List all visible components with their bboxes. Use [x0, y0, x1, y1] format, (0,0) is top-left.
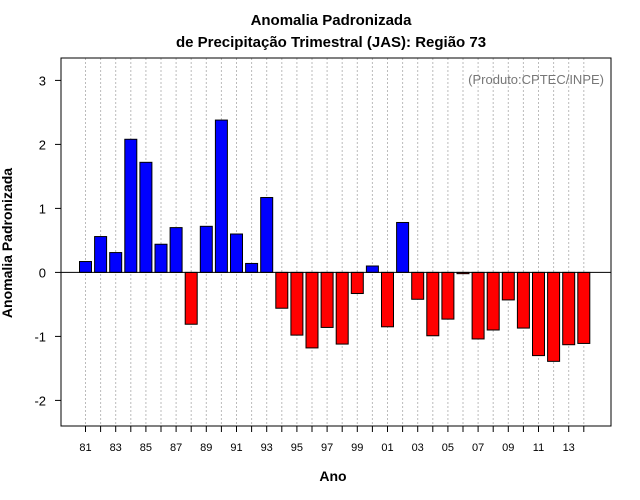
- bar-1984: [124, 138, 138, 273]
- y-axis-title: Anomalia Padronizada: [0, 168, 15, 318]
- bar-1981: [79, 261, 92, 273]
- bar-2001: [381, 271, 394, 328]
- bar-1991: [230, 233, 243, 273]
- bar-2011: [532, 271, 545, 357]
- bar-1992: [245, 262, 259, 273]
- bar-2007: [471, 271, 485, 340]
- bar-2009: [501, 271, 515, 301]
- bar-1986: [154, 243, 168, 273]
- bar-1997: [320, 271, 334, 328]
- x-tick-label: 95: [291, 442, 303, 454]
- bar-2013: [562, 271, 576, 346]
- x-tick-label: 93: [261, 442, 273, 454]
- bar-1982: [94, 236, 108, 273]
- bar-1989: [199, 225, 213, 273]
- bar-2008: [486, 271, 500, 331]
- bar-2014: [577, 271, 591, 344]
- bar-1995: [290, 271, 304, 336]
- x-tick-label: 91: [230, 442, 242, 454]
- bar-1998: [335, 271, 349, 345]
- bar-2012: [547, 271, 561, 362]
- chart-title-line-2: de Precipitação Trimestral (JAS): Região…: [176, 34, 486, 51]
- x-tick-label: 87: [170, 442, 182, 454]
- bar-1985: [139, 161, 153, 273]
- bar-1996: [305, 271, 319, 349]
- x-axis: 81 83 85 87 89 91 93 95 97 99 01 03 05 07 09 11 13: [79, 426, 585, 454]
- bar-1999: [350, 271, 364, 295]
- x-tick-label: 11: [533, 442, 544, 454]
- bar-2010: [516, 271, 530, 329]
- plot-frame: [60, 57, 612, 427]
- bar-1987: [169, 227, 183, 273]
- bar-1983: [109, 252, 123, 273]
- product-credit: (Produto:CPTEC/INPE): [468, 72, 604, 87]
- x-tick-label: 13: [563, 442, 575, 454]
- bar-1994: [275, 271, 289, 309]
- y-axis: -2 -1 0 1 2 3: [34, 73, 61, 408]
- x-tick-label: 03: [412, 442, 424, 454]
- x-tick-label: 05: [442, 442, 454, 454]
- x-tick-label: 85: [140, 442, 152, 454]
- x-tick-label: 81: [79, 442, 91, 454]
- y-tick-label: -1: [34, 329, 46, 344]
- chart-title-line-1: Anomalia Padronizada: [251, 12, 413, 29]
- bar-series: [79, 119, 591, 362]
- y-tick-label: 0: [39, 265, 46, 280]
- y-tick-label: 1: [39, 201, 46, 216]
- bar-1990: [214, 119, 228, 273]
- vertical-grid-lines: [85, 58, 585, 426]
- bar-1993: [260, 197, 274, 273]
- x-axis-title: Ano: [319, 468, 346, 484]
- bar-2003: [411, 271, 425, 300]
- bar-2004: [426, 271, 440, 337]
- y-tick-label: 2: [39, 137, 46, 152]
- x-tick-label: 99: [351, 442, 363, 454]
- bar-2002: [396, 221, 410, 273]
- x-tick-label: 89: [200, 442, 212, 454]
- x-tick-label: 83: [110, 442, 122, 454]
- x-tick-label: 97: [321, 442, 333, 454]
- x-tick-label: 07: [472, 442, 484, 454]
- bar-1988: [184, 271, 198, 325]
- bar-2000: [365, 265, 379, 273]
- bar-2005: [441, 271, 455, 320]
- y-tick-label: -2: [34, 393, 46, 408]
- x-tick-label: 09: [502, 442, 514, 454]
- y-tick-label: 3: [39, 73, 46, 88]
- x-tick-label: 01: [381, 442, 393, 454]
